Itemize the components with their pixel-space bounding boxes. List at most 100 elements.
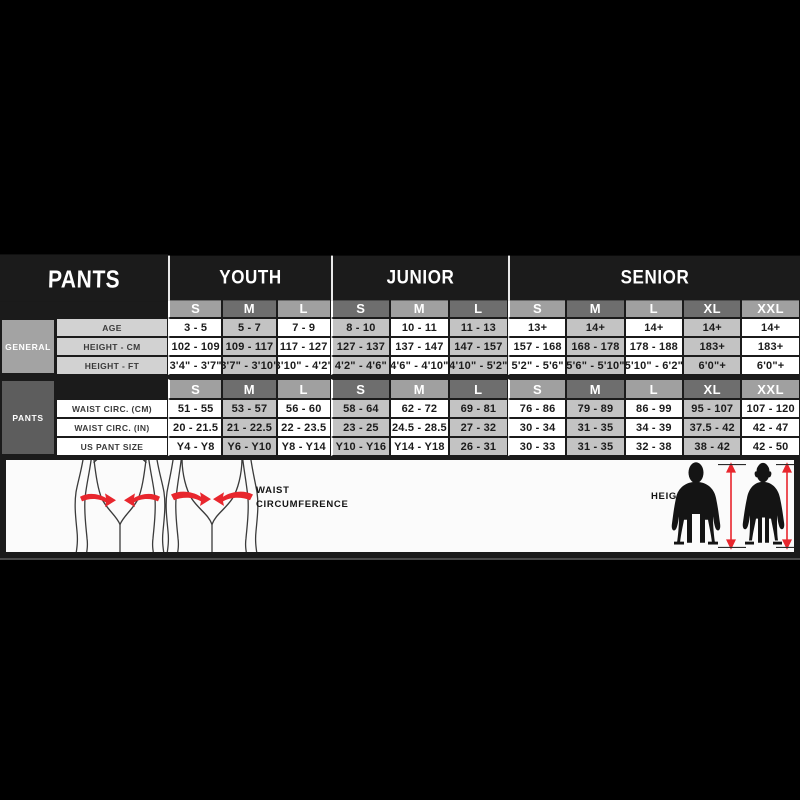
size-header-row-general: S M L S M L S M L XL XXL bbox=[0, 298, 800, 318]
cell-age-junior-m: 10 - 11 bbox=[389, 318, 449, 337]
cell-height-ft-senior-l: 5'10" - 6'2" bbox=[624, 356, 684, 375]
section-label-general: GENERAL bbox=[0, 318, 56, 375]
cell-waist-cm-junior-m: 62 - 72 bbox=[389, 399, 449, 418]
cell-height-cm-senior-l: 178 - 188 bbox=[624, 337, 684, 356]
size-header-senior-xl: XL bbox=[683, 298, 742, 318]
row-label-us-pant-size: US PANT SIZE bbox=[56, 437, 168, 456]
size-header-junior-m: M bbox=[389, 298, 449, 318]
cell-waist-in-senior-xxl: 42 - 47 bbox=[741, 418, 800, 437]
cell-age-youth-m: 5 - 7 bbox=[222, 318, 277, 337]
cell-us-pant-size-junior-m: Y14 - Y18 bbox=[389, 437, 449, 456]
cell-waist-cm-youth-s: 51 - 55 bbox=[168, 399, 223, 418]
cell-waist-cm-senior-m: 79 - 89 bbox=[566, 399, 625, 418]
height-arrow-female bbox=[776, 462, 794, 550]
cell-us-pant-size-junior-l: 26 - 31 bbox=[448, 437, 508, 456]
cell-us-pant-size-junior-s: Y10 - Y16 bbox=[330, 437, 390, 456]
size-header-senior-m: M bbox=[566, 298, 625, 318]
cell-waist-cm-youth-l: 56 - 60 bbox=[276, 399, 331, 418]
table-row: US PANT SIZE Y4 - Y8 Y6 - Y10 Y8 - Y14 Y… bbox=[56, 437, 800, 456]
section-label-pants: PANTS bbox=[0, 379, 56, 456]
waist-measure-figure-1 bbox=[74, 460, 166, 552]
waist-arrow-left-2 bbox=[171, 491, 211, 506]
group-header-junior: JUNIOR bbox=[331, 255, 508, 301]
cell-waist-cm-youth-m: 53 - 57 bbox=[222, 399, 277, 418]
waist-arrow-right-2 bbox=[213, 491, 253, 506]
section-pants-rows: S M L S M L S M L XL XXL WAIST CIRC. (CM… bbox=[56, 379, 800, 456]
height-female-silhouette bbox=[742, 462, 785, 545]
section-general-rows: AGE 3 - 5 5 - 7 7 - 9 8 - 10 10 - 11 11 … bbox=[56, 318, 800, 375]
group-header-senior: SENIOR bbox=[508, 255, 800, 301]
cell-waist-in-senior-xl: 37.5 - 42 bbox=[683, 418, 742, 437]
table-row: AGE 3 - 5 5 - 7 7 - 9 8 - 10 10 - 11 11 … bbox=[56, 318, 800, 337]
cell-waist-in-senior-l: 34 - 39 bbox=[624, 418, 684, 437]
cell-waist-in-youth-s: 20 - 21.5 bbox=[168, 418, 223, 437]
illustration-svg bbox=[74, 460, 794, 552]
cell-us-pant-size-youth-m: Y6 - Y10 bbox=[222, 437, 277, 456]
group-label-senior: SENIOR bbox=[620, 266, 690, 289]
table-row: WAIST CIRC. (CM) 51 - 55 53 - 57 56 - 60… bbox=[56, 399, 800, 418]
cell-age-youth-s: 3 - 5 bbox=[168, 318, 223, 337]
waist-caption-line2: CIRCUMFERENCE bbox=[256, 498, 349, 510]
size-header-youth-m: M bbox=[222, 298, 277, 318]
pants-size-header-senior-l: L bbox=[624, 379, 684, 399]
waist-arrow-left-1 bbox=[80, 493, 116, 508]
cell-height-cm-junior-s: 127 - 137 bbox=[330, 337, 390, 356]
cell-waist-in-junior-s: 23 - 25 bbox=[330, 418, 390, 437]
cell-height-cm-senior-s: 157 - 168 bbox=[507, 337, 567, 356]
size-header-senior-xxl: XXL bbox=[741, 298, 800, 318]
measurement-illustration-strip: WAIST CIRCUMFERENCE HEIGHT bbox=[6, 460, 794, 552]
pants-size-header-youth-s: S bbox=[168, 379, 223, 399]
cell-us-pant-size-senior-l: 32 - 38 bbox=[624, 437, 684, 456]
cell-height-ft-youth-l: 3'10" - 4'2" bbox=[276, 356, 331, 375]
group-label-junior: JUNIOR bbox=[386, 266, 455, 289]
cell-age-senior-s: 13+ bbox=[507, 318, 567, 337]
row-label-height-ft: HEIGHT - FT bbox=[56, 356, 168, 375]
section-general: GENERAL AGE 3 - 5 5 - 7 7 - 9 8 - 10 10 … bbox=[0, 318, 800, 375]
size-header-row-pants: S M L S M L S M L XL XXL bbox=[56, 379, 800, 399]
cell-height-cm-senior-xxl: 183+ bbox=[741, 337, 800, 356]
waist-measure-figure-2 bbox=[165, 460, 259, 552]
cell-height-cm-youth-s: 102 - 109 bbox=[168, 337, 223, 356]
pants-size-chart: PANTS YOUTH JUNIOR SENIOR S M L S M L S … bbox=[0, 254, 800, 560]
cell-waist-cm-junior-l: 69 - 81 bbox=[448, 399, 508, 418]
row-label-age: AGE bbox=[56, 318, 168, 337]
cell-height-cm-senior-xl: 183+ bbox=[683, 337, 742, 356]
waist-caption-line1: WAIST bbox=[256, 485, 290, 496]
cell-waist-cm-senior-xl: 95 - 107 bbox=[683, 399, 742, 418]
waist-caption: WAIST CIRCUMFERENCE bbox=[256, 484, 349, 512]
size-header-youth-l: L bbox=[276, 298, 331, 318]
cell-age-senior-l: 14+ bbox=[624, 318, 684, 337]
cell-waist-in-senior-m: 31 - 35 bbox=[566, 418, 625, 437]
cell-height-ft-youth-s: 3'4" - 3'7" bbox=[168, 356, 223, 375]
pants-size-header-senior-m: M bbox=[566, 379, 625, 399]
cell-height-ft-senior-m: 5'6" - 5'10" bbox=[566, 356, 625, 375]
group-label-youth: YOUTH bbox=[219, 266, 282, 289]
cell-age-youth-l: 7 - 9 bbox=[276, 318, 331, 337]
cell-us-pant-size-youth-l: Y8 - Y14 bbox=[276, 437, 331, 456]
cell-waist-cm-junior-s: 58 - 64 bbox=[330, 399, 390, 418]
cell-us-pant-size-senior-xxl: 42 - 50 bbox=[741, 437, 800, 456]
height-arrow-male bbox=[718, 462, 746, 550]
cell-height-ft-senior-xl: 6'0"+ bbox=[683, 356, 742, 375]
cell-age-senior-xl: 14+ bbox=[683, 318, 742, 337]
cell-waist-in-youth-m: 21 - 22.5 bbox=[222, 418, 277, 437]
cell-us-pant-size-senior-xl: 38 - 42 bbox=[683, 437, 742, 456]
cell-waist-cm-senior-l: 86 - 99 bbox=[624, 399, 684, 418]
pants-size-header-youth-l: L bbox=[276, 379, 331, 399]
cell-age-senior-m: 14+ bbox=[566, 318, 625, 337]
size-header-youth-s: S bbox=[168, 298, 223, 318]
page-title: PANTS bbox=[47, 266, 121, 294]
cell-height-ft-junior-m: 4'6" - 4'10" bbox=[389, 356, 449, 375]
cell-us-pant-size-senior-s: 30 - 33 bbox=[507, 437, 567, 456]
pants-size-header-youth-m: M bbox=[222, 379, 277, 399]
cell-us-pant-size-youth-s: Y4 - Y8 bbox=[168, 437, 223, 456]
table-row: WAIST CIRC. (IN) 20 - 21.5 21 - 22.5 22 … bbox=[56, 418, 800, 437]
size-header-junior-l: L bbox=[448, 298, 508, 318]
cell-height-ft-senior-xxl: 6'0"+ bbox=[741, 356, 800, 375]
section-pants: PANTS S M L S M L S M L XL XXL WA bbox=[0, 379, 800, 456]
cell-height-cm-junior-l: 147 - 157 bbox=[448, 337, 508, 356]
cell-waist-in-youth-l: 22 - 23.5 bbox=[276, 418, 331, 437]
cell-waist-cm-senior-s: 76 - 86 bbox=[507, 399, 567, 418]
cell-height-cm-youth-l: 117 - 127 bbox=[276, 337, 331, 356]
pants-size-header-senior-s: S bbox=[507, 379, 567, 399]
